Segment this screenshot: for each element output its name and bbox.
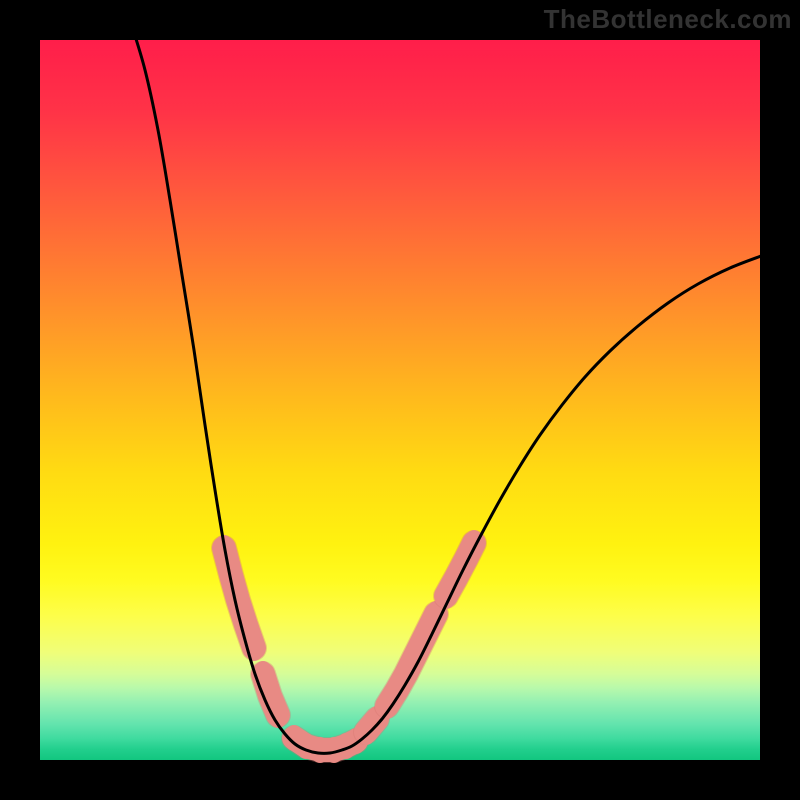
watermark-label: TheBottleneck.com (544, 4, 792, 35)
chart-svg (0, 0, 800, 800)
chart-outer-frame: TheBottleneck.com (0, 0, 800, 800)
plot-background (40, 40, 760, 760)
